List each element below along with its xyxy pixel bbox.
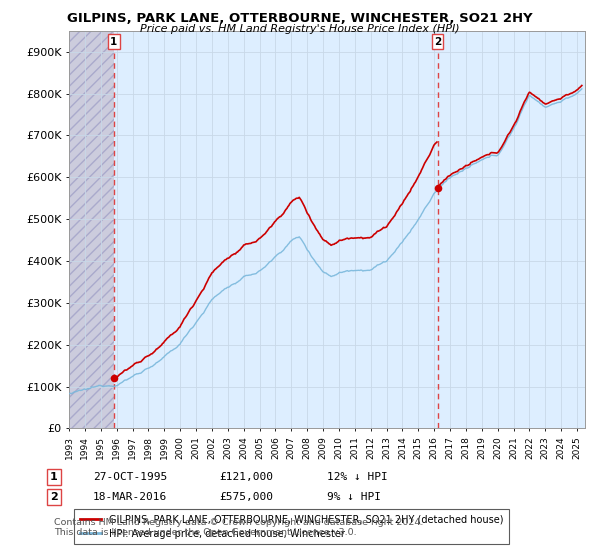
Bar bbox=[69, 31, 114, 428]
Text: 1: 1 bbox=[110, 37, 118, 47]
Text: 18-MAR-2016: 18-MAR-2016 bbox=[93, 492, 167, 502]
Text: Price paid vs. HM Land Registry's House Price Index (HPI): Price paid vs. HM Land Registry's House … bbox=[140, 24, 460, 34]
Text: 27-OCT-1995: 27-OCT-1995 bbox=[93, 472, 167, 482]
Text: £121,000: £121,000 bbox=[219, 472, 273, 482]
Point bbox=[109, 374, 119, 382]
Text: 2: 2 bbox=[50, 492, 58, 502]
Text: GILPINS, PARK LANE, OTTERBOURNE, WINCHESTER, SO21 2HY: GILPINS, PARK LANE, OTTERBOURNE, WINCHES… bbox=[67, 12, 533, 25]
Text: 12% ↓ HPI: 12% ↓ HPI bbox=[327, 472, 388, 482]
Point bbox=[433, 183, 442, 192]
Text: 9% ↓ HPI: 9% ↓ HPI bbox=[327, 492, 381, 502]
Text: 2: 2 bbox=[434, 37, 441, 47]
Legend: GILPINS, PARK LANE, OTTERBOURNE, WINCHESTER, SO21 2HY (detached house), HPI: Ave: GILPINS, PARK LANE, OTTERBOURNE, WINCHES… bbox=[74, 509, 509, 544]
Text: £575,000: £575,000 bbox=[219, 492, 273, 502]
Text: Contains HM Land Registry data © Crown copyright and database right 2024.
This d: Contains HM Land Registry data © Crown c… bbox=[54, 518, 424, 538]
Text: 1: 1 bbox=[50, 472, 58, 482]
